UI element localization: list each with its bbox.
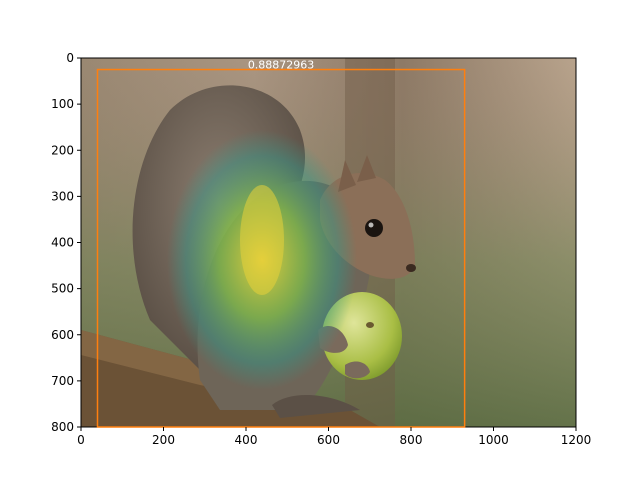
x-tick-label: 0 [77, 433, 85, 447]
detection-box [96, 68, 466, 428]
y-axis-ticks: 0 100 200 300 400 500 600 700 800 [51, 51, 81, 434]
x-tick-label: 800 [400, 433, 423, 447]
x-tick-label: 1000 [478, 433, 509, 447]
y-tick-label: 800 [51, 420, 74, 434]
y-tick-label: 0 [66, 51, 74, 65]
y-tick-label: 500 [51, 282, 74, 296]
detection-score-label: 0.88872963 [248, 59, 314, 72]
y-tick-label: 200 [51, 143, 74, 157]
x-axis-ticks: 0 200 400 600 800 1000 1200 [77, 427, 591, 447]
y-tick-label: 100 [51, 97, 74, 111]
x-tick-label: 1200 [561, 433, 592, 447]
x-tick-label: 400 [235, 433, 258, 447]
y-tick-label: 700 [51, 374, 74, 388]
y-tick-label: 600 [51, 328, 74, 342]
y-tick-label: 400 [51, 236, 74, 250]
x-tick-label: 200 [152, 433, 175, 447]
squirrel-photo [81, 58, 576, 427]
y-tick-label: 300 [51, 189, 74, 203]
x-tick-label: 600 [317, 433, 340, 447]
